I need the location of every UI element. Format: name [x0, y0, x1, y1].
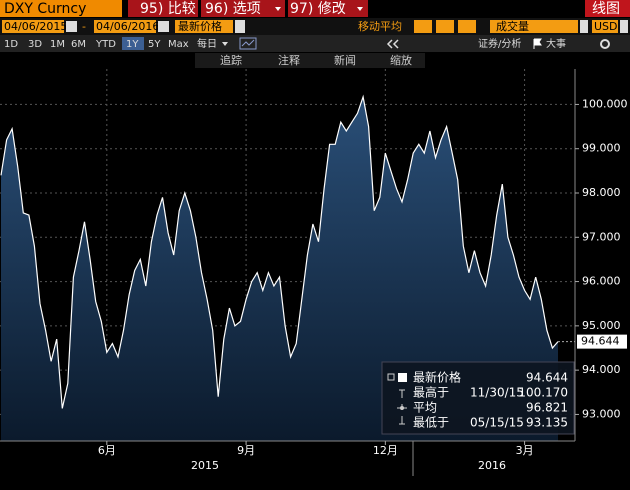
legend-icon: [400, 406, 404, 410]
ticker[interactable]: DXY Curncy: [4, 1, 86, 17]
chart-toolbar: [195, 53, 425, 68]
toolbar-row: [0, 35, 630, 52]
collapse-icon[interactable]: [386, 39, 399, 49]
year-label: 2016: [478, 459, 506, 472]
year-label: 2015: [191, 459, 219, 472]
period[interactable]: 5Y: [148, 39, 161, 50]
period[interactable]: 1Y: [126, 39, 139, 50]
stat-value: 94.644: [526, 371, 568, 385]
dropdown[interactable]: [580, 20, 588, 33]
y-tick-label: 96.000: [582, 275, 621, 288]
input-box[interactable]: [436, 20, 454, 33]
dropdown[interactable]: [620, 20, 628, 33]
stat-value: 96.821: [526, 401, 568, 415]
period-highlight: [122, 37, 144, 50]
price-line: [0, 94, 559, 409]
x-tick-label: 9月: [237, 444, 255, 457]
legend-icon: [387, 373, 395, 381]
tool-right[interactable]: 大事: [546, 37, 566, 50]
input-box[interactable]: [94, 20, 156, 33]
calendar-icon[interactable]: [158, 21, 169, 32]
chart-kind-box[interactable]: [585, 0, 630, 17]
input-box[interactable]: [490, 20, 578, 33]
y-tick-label: 99.000: [582, 142, 621, 155]
period[interactable]: 1M: [50, 39, 65, 50]
period[interactable]: 3D: [28, 39, 42, 50]
button-label[interactable]: 97) 修改: [290, 1, 346, 17]
end-date[interactable]: 04/06/2016: [96, 20, 159, 33]
input-box[interactable]: [414, 20, 432, 33]
input-box[interactable]: [2, 20, 64, 33]
button-label[interactable]: 96) 选项: [205, 1, 261, 17]
chart-icon[interactable]: [239, 37, 257, 50]
separator: -: [82, 20, 86, 33]
stat-label: 平均: [413, 401, 437, 415]
ticker-box[interactable]: [0, 0, 122, 17]
button[interactable]: [288, 0, 368, 17]
last-value-tag: [577, 334, 627, 349]
period[interactable]: 6M: [71, 39, 86, 50]
legend-swatch: [398, 373, 407, 382]
price-field[interactable]: 最新价格: [178, 19, 222, 33]
currency[interactable]: USD: [594, 20, 618, 33]
stat-label: 最高于: [413, 385, 449, 400]
y-tick-label: 94.000: [582, 363, 621, 376]
tool-right[interactable]: 证券/分析: [478, 37, 521, 50]
calendar-icon[interactable]: [66, 21, 77, 32]
chart-tool[interactable]: 注释: [278, 53, 300, 67]
settings-icon[interactable]: [600, 39, 610, 49]
series: [0, 94, 559, 442]
y-tick-label: 95.000: [582, 319, 621, 332]
stat-label: 最低于: [413, 416, 449, 430]
period-bar: 1D 3D 1M 6M YTD 1Y 5Y Max: [4, 39, 189, 50]
dropdown-arrow: [275, 7, 281, 11]
moving-average[interactable]: 移动平均: [358, 20, 402, 33]
chart-icon: [241, 39, 255, 47]
y-tick-label: 100.000: [582, 97, 628, 110]
stat-label: 最新价格: [413, 370, 461, 385]
x-tick-label: 12月: [373, 444, 398, 457]
start-date[interactable]: 04/06/2015: [4, 20, 67, 33]
button[interactable]: [128, 0, 198, 17]
period[interactable]: YTD: [95, 39, 116, 50]
stat-value: 93.135: [526, 416, 568, 430]
stat-value: 100.170: [518, 386, 568, 400]
input-box[interactable]: [175, 20, 233, 33]
volume[interactable]: 成交量: [496, 19, 529, 33]
chart-tool[interactable]: 追踪: [220, 53, 242, 67]
dropdown-arrow: [357, 7, 363, 11]
last-value-label: 94.644: [581, 335, 620, 348]
stat-date: 11/30/15: [470, 386, 524, 400]
legend: [381, 361, 575, 435]
input-box[interactable]: [458, 20, 476, 33]
y-tick-label: 98.000: [582, 186, 621, 199]
area-fill: [1, 96, 558, 442]
input-box[interactable]: [592, 20, 618, 33]
flag-icon: [533, 38, 542, 49]
y-tick-label: 97.000: [582, 230, 621, 243]
button[interactable]: [201, 0, 285, 17]
chart-tool[interactable]: 缩放: [390, 53, 412, 67]
dropdown-arrow: [222, 42, 228, 46]
y-tick-label: 93.000: [582, 407, 621, 420]
period[interactable]: 1D: [4, 39, 18, 50]
chart-kind[interactable]: 线图: [592, 1, 620, 17]
x-tick-label: 3月: [516, 444, 534, 457]
button-label[interactable]: 95) 比较: [140, 1, 196, 17]
x-tick-label: 6月: [98, 444, 116, 457]
stat-date: 05/15/15: [470, 416, 524, 430]
dropdown[interactable]: [235, 20, 245, 33]
frequency[interactable]: 每日: [197, 37, 217, 50]
chart-tool[interactable]: 新闻: [334, 53, 356, 67]
period[interactable]: Max: [168, 39, 189, 50]
